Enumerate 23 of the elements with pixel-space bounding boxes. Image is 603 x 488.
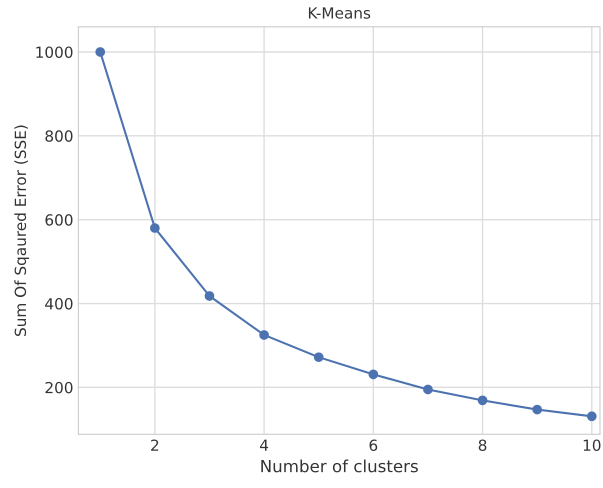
chart-title: K-Means	[308, 7, 370, 19]
point	[586, 411, 597, 422]
point	[150, 223, 160, 233]
x-tick-label: 8	[478, 439, 486, 452]
point	[314, 352, 324, 362]
point	[532, 404, 542, 414]
y-tick-label: 800	[45, 130, 73, 142]
point	[368, 370, 378, 380]
point	[204, 291, 214, 301]
y-tick-label: 200	[45, 382, 73, 394]
x-tick-label: 2	[151, 439, 158, 451]
y-tick-label: 400	[45, 298, 73, 310]
point	[95, 47, 106, 57]
point	[423, 384, 433, 394]
point	[259, 330, 269, 340]
x-tick-label: 6	[370, 439, 378, 452]
y-tick-label: 1000	[36, 46, 73, 58]
point	[478, 396, 488, 406]
y-axis-title: Sum Of Sqaured Error (SSE)	[14, 126, 30, 336]
x-tick-label: 4	[260, 440, 268, 451]
y-tick-label: 600	[45, 214, 73, 226]
x-tick-label: 10	[584, 439, 600, 452]
x-axis-title: Number of clusters	[261, 460, 418, 472]
